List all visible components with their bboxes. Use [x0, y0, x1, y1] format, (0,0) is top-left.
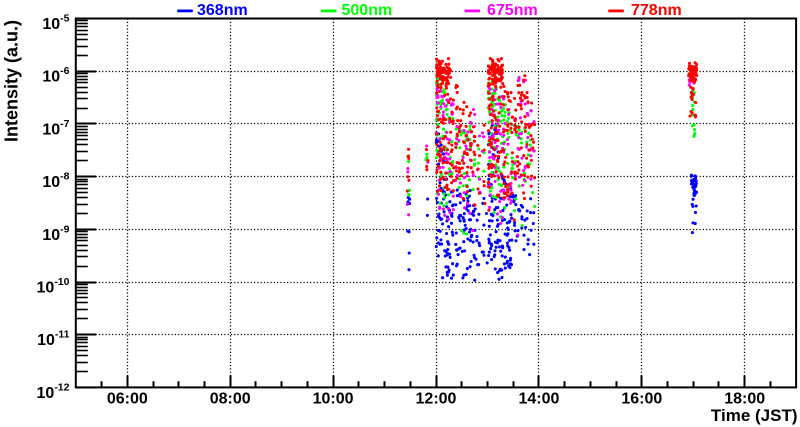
svg-text:368nm: 368nm — [197, 2, 248, 19]
svg-text:08:00: 08:00 — [210, 391, 251, 408]
svg-text:06:00: 06:00 — [107, 391, 148, 408]
svg-text:16:00: 16:00 — [621, 391, 662, 408]
svg-text:Time (JST): Time (JST) — [711, 406, 798, 425]
svg-text:500nm: 500nm — [342, 2, 393, 19]
svg-text:12:00: 12:00 — [416, 391, 457, 408]
svg-text:10:00: 10:00 — [313, 391, 354, 408]
svg-text:14:00: 14:00 — [518, 391, 559, 408]
svg-text:778nm: 778nm — [631, 2, 682, 19]
svg-text:Intensity (a.u.): Intensity (a.u.) — [2, 20, 22, 142]
svg-text:675nm: 675nm — [487, 2, 538, 19]
svg-text:18:00: 18:00 — [724, 391, 765, 408]
